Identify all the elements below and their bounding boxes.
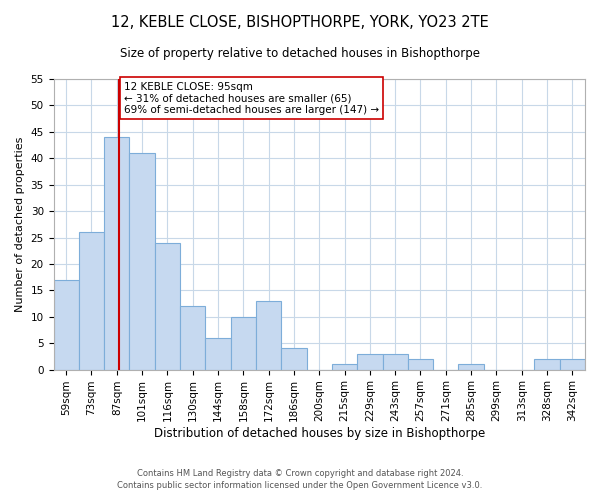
Bar: [230, 317, 256, 370]
Text: 12, KEBLE CLOSE, BISHOPTHORPE, YORK, YO23 2TE: 12, KEBLE CLOSE, BISHOPTHORPE, YORK, YO2…: [111, 15, 489, 30]
Bar: [281, 348, 307, 370]
Bar: [535, 359, 560, 370]
Text: Contains public sector information licensed under the Open Government Licence v3: Contains public sector information licen…: [118, 481, 482, 490]
Text: 12 KEBLE CLOSE: 95sqm
← 31% of detached houses are smaller (65)
69% of semi-deta: 12 KEBLE CLOSE: 95sqm ← 31% of detached …: [124, 82, 379, 115]
Bar: [256, 301, 281, 370]
Text: Size of property relative to detached houses in Bishopthorpe: Size of property relative to detached ho…: [120, 48, 480, 60]
Bar: [155, 243, 180, 370]
X-axis label: Distribution of detached houses by size in Bishopthorpe: Distribution of detached houses by size …: [154, 427, 485, 440]
Bar: [383, 354, 408, 370]
Bar: [130, 153, 155, 370]
Bar: [180, 306, 205, 370]
Bar: [205, 338, 230, 370]
Bar: [104, 137, 130, 370]
Text: Contains HM Land Registry data © Crown copyright and database right 2024.: Contains HM Land Registry data © Crown c…: [137, 468, 463, 477]
Bar: [357, 354, 383, 370]
Bar: [332, 364, 357, 370]
Bar: [458, 364, 484, 370]
Bar: [560, 359, 585, 370]
Y-axis label: Number of detached properties: Number of detached properties: [15, 136, 25, 312]
Bar: [408, 359, 433, 370]
Bar: [53, 280, 79, 370]
Bar: [79, 232, 104, 370]
